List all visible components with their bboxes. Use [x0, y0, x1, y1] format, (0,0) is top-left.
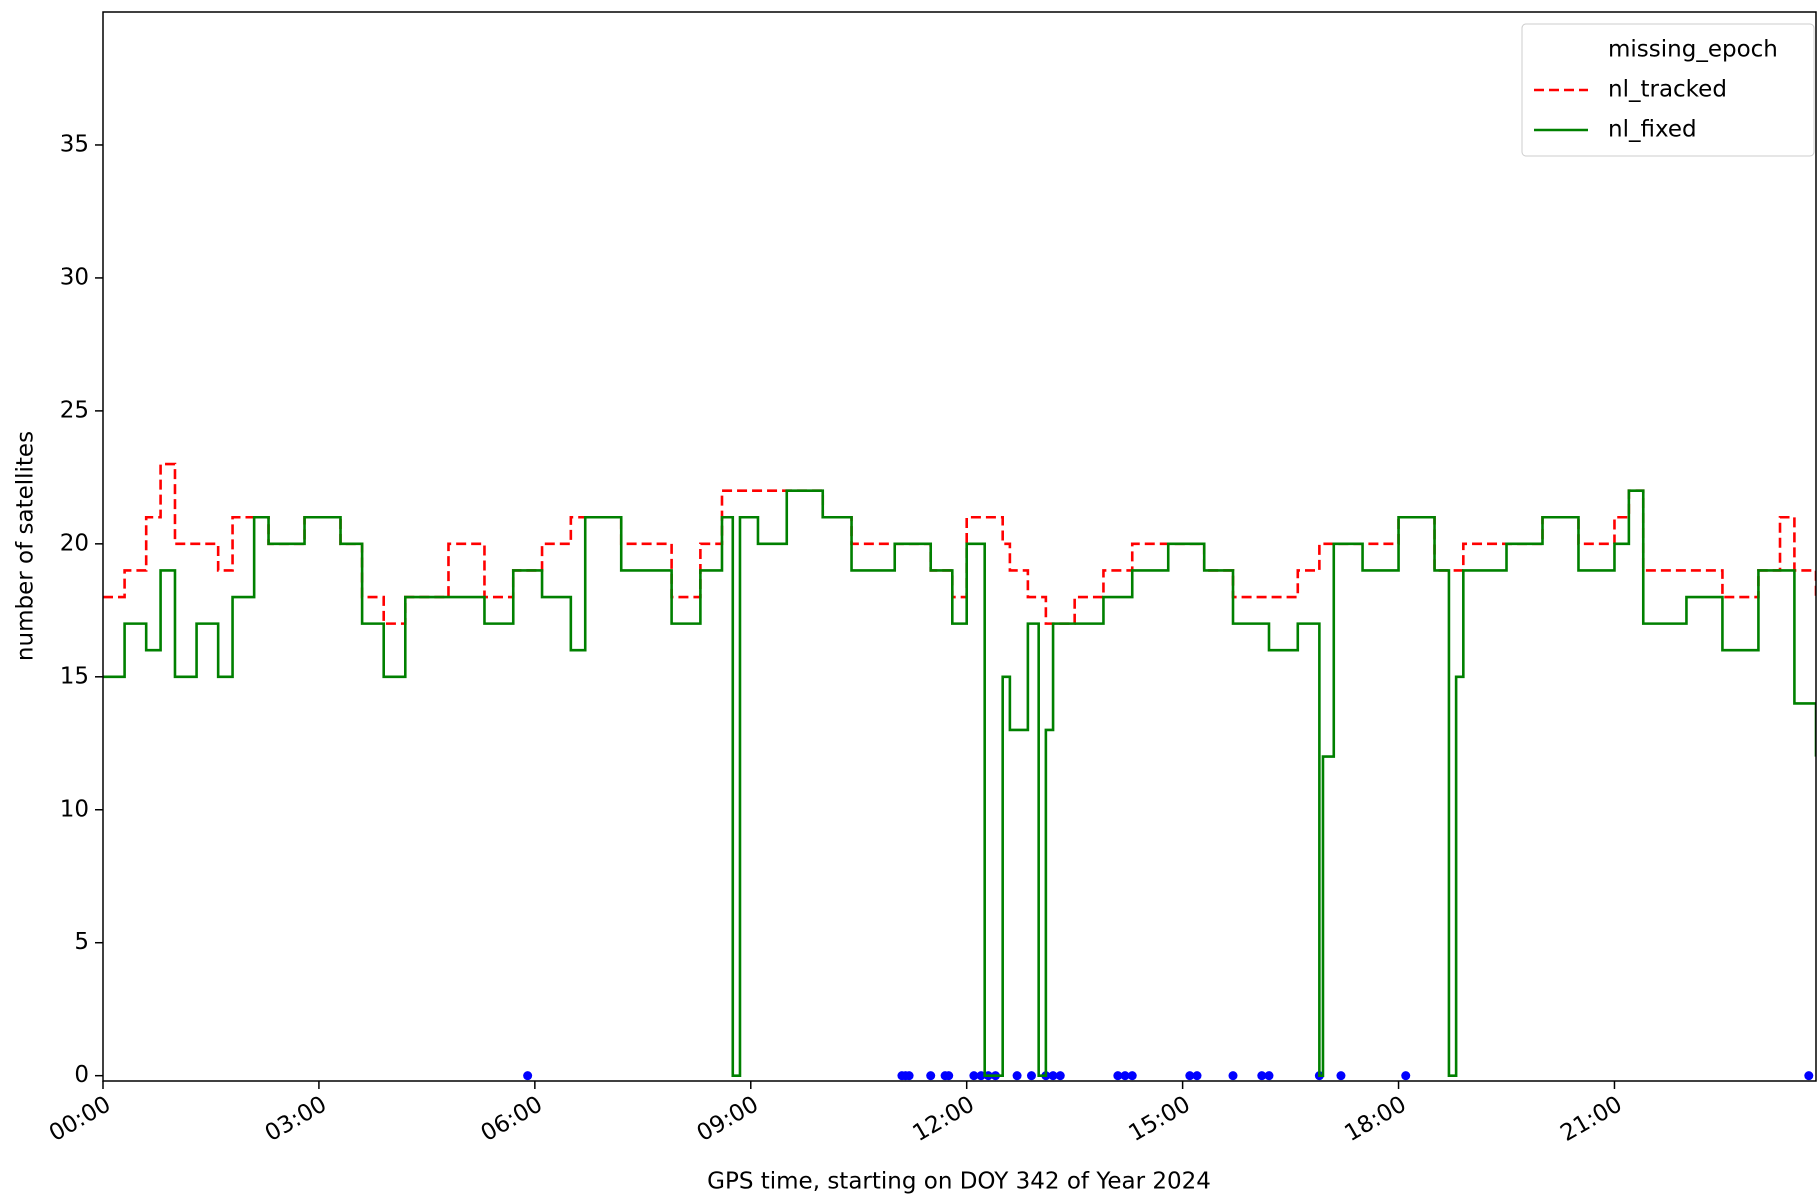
missing-epoch-point — [1264, 1071, 1274, 1081]
legend-label: nl_fixed — [1608, 117, 1697, 143]
x-tick-label: 18:00 — [1340, 1091, 1410, 1147]
y-tick-label: 30 — [60, 264, 89, 290]
missing-epoch-point — [1185, 1071, 1195, 1081]
missing-epoch-point — [1048, 1071, 1058, 1081]
x-tick-label: 21:00 — [1556, 1091, 1626, 1147]
missing-epoch-point — [976, 1071, 986, 1081]
legend-label: missing_epoch — [1608, 37, 1778, 63]
x-tick-label: 09:00 — [693, 1091, 763, 1147]
x-axis-label: GPS time, starting on DOY 342 of Year 20… — [707, 1169, 1211, 1195]
missing-epoch-point — [1228, 1071, 1238, 1081]
y-axis-label: number of satellites — [13, 431, 39, 661]
x-tick-label: 00:00 — [45, 1091, 115, 1147]
missing-epoch-point — [1336, 1071, 1346, 1081]
missing-epoch-point — [1120, 1071, 1130, 1081]
y-tick-label: 25 — [60, 397, 89, 423]
y-tick-label: 5 — [74, 929, 89, 955]
plot-frame — [102, 11, 1817, 1082]
series-line — [103, 489, 1816, 1077]
missing-epoch-point — [1026, 1071, 1036, 1081]
x-tick-label: 15:00 — [1124, 1091, 1194, 1147]
y-tick-label: 10 — [60, 796, 89, 822]
x-tick-label: 03:00 — [261, 1091, 331, 1147]
legend-box — [1521, 23, 1815, 157]
missing-epoch-point — [1113, 1071, 1123, 1081]
missing-epoch-point — [926, 1071, 936, 1081]
missing-epoch-point — [1804, 1071, 1814, 1081]
missing-epoch-point — [1192, 1071, 1202, 1081]
missing-epoch-point — [1055, 1071, 1065, 1081]
missing-epoch-point — [944, 1071, 954, 1081]
legend-label: nl_tracked — [1608, 77, 1727, 103]
missing-epoch-point — [1012, 1071, 1022, 1081]
x-tick-label: 06:00 — [477, 1091, 547, 1147]
y-tick-label: 35 — [60, 131, 89, 157]
missing-epoch-point — [523, 1071, 533, 1081]
missing-epoch-point — [969, 1071, 979, 1081]
missing-epoch-point — [1401, 1071, 1411, 1081]
y-tick-label: 15 — [60, 663, 89, 689]
missing-epoch-point — [904, 1071, 914, 1081]
plot-area — [103, 462, 1816, 1081]
x-tick-label: 12:00 — [909, 1091, 979, 1147]
missing-epoch-point — [1257, 1071, 1267, 1081]
missing-epoch-point — [1127, 1071, 1137, 1081]
y-tick-label: 0 — [74, 1062, 89, 1088]
y-tick-label: 20 — [60, 530, 89, 556]
